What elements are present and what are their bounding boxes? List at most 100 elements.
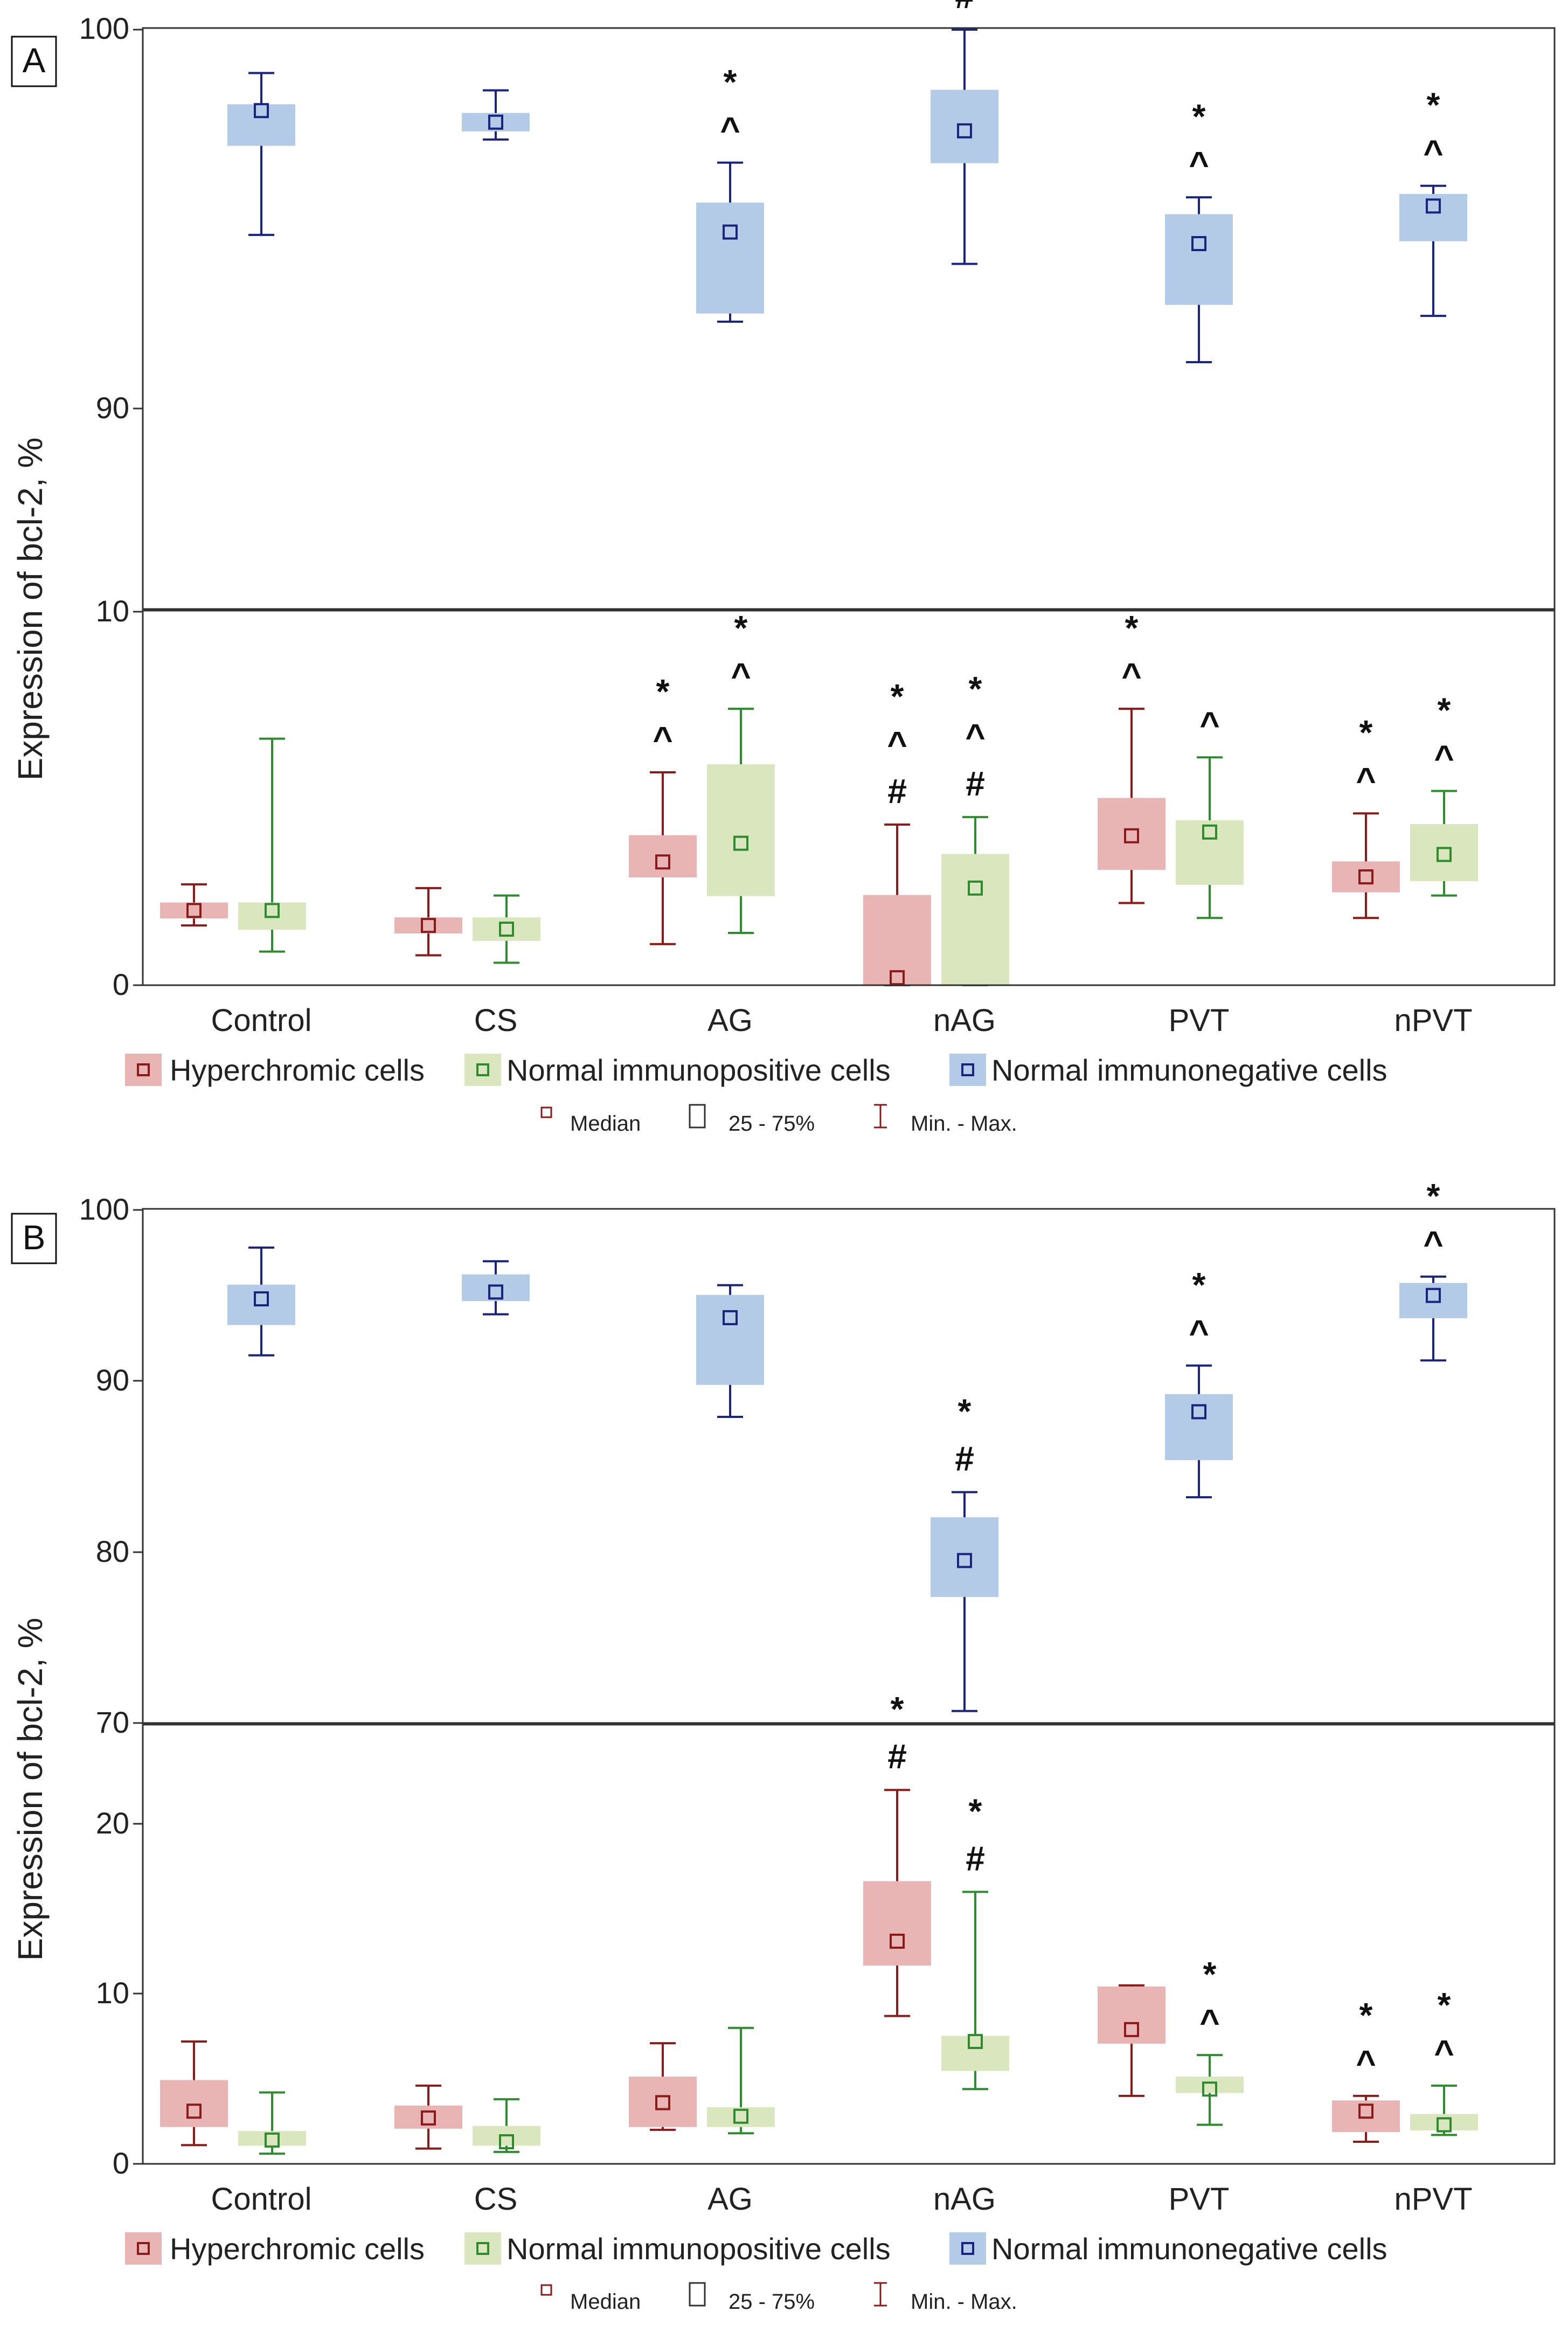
panel-b-hyper-control-median xyxy=(186,2103,202,2119)
panel-a-hyper-pvt-median xyxy=(1124,828,1139,843)
panel-a-pos-control-median xyxy=(265,903,280,918)
panel-b-legend-pos-swatch xyxy=(464,2232,501,2265)
panel-a-category-cs: CS xyxy=(474,1003,518,1038)
panel-b-hyper-npvt-annotation-star: * xyxy=(1359,1996,1373,2035)
panel-a-legend-neg-marker xyxy=(961,1063,974,1076)
panel-a-hyper-ag-median xyxy=(655,854,670,870)
panel-a-pos-ag-annotation-star: * xyxy=(734,608,748,647)
panel-a-pos-nag-annotation-star: * xyxy=(969,669,982,708)
panel-a-tick-100: 100 xyxy=(79,11,129,45)
panel-a-neg-nag-median xyxy=(957,123,972,139)
panel-a-stat-median-icon xyxy=(540,1106,552,1118)
panel-b-legend-pos-label: Normal immunopositive cells xyxy=(507,2232,891,2266)
panel-b-neg-control-box xyxy=(227,1284,295,1325)
panel-b: B Expression of bcl-2, % # * ^ * # * ^ * ^ * # * ^ * ^… xyxy=(11,1177,1556,2314)
panel-b-hyper-npvt-annotation-caret: ^ xyxy=(1356,2043,1376,2082)
panel-b-hyper-npvt-box xyxy=(1332,2100,1400,2133)
panel-a-plot-area: ^ * # ^ * ^ * ^ * ^ * # ^ * ^ ^ * ^ * # ^ * ^ * xyxy=(160,0,1478,986)
panel-a-category-pvt: PVT xyxy=(1169,1003,1230,1038)
panel-b-category-nag: nAG xyxy=(933,2182,996,2217)
panel-a-category-ag: AG xyxy=(707,1003,753,1038)
panel-b-pos-pvt-box xyxy=(1176,2077,1244,2093)
panel-b-tick-10: 10 xyxy=(96,1976,129,2010)
panel-b-hyper-ag-box xyxy=(629,2077,697,2127)
panel-b-y-axis-label: Expression of bcl-2, % xyxy=(11,1618,50,1961)
panel-b-stat-range-icon xyxy=(874,2282,887,2307)
panel-a-letter-box xyxy=(11,36,57,87)
panel-a-stat-iqr-label: 25 - 75% xyxy=(729,1112,815,1136)
panel-a-lower-frame xyxy=(142,610,1556,986)
panel-b-legend-neg-swatch xyxy=(949,2232,986,2265)
panel-a-tick-10: 10 xyxy=(96,594,129,628)
panel-b-upper-frame xyxy=(142,1208,1556,1724)
panel-a-hyper-pvt-box xyxy=(1098,798,1165,870)
panel-b-stat-range-label: Min. - Max. xyxy=(911,2290,1017,2314)
panel-a-stat-range-icon xyxy=(874,1104,887,1129)
panel-a-hyper-control-median xyxy=(186,903,202,918)
panel-a-stat-median-label: Median xyxy=(570,1112,641,1136)
panel-b-legend: Hyperchromic cells Normal immunopositive… xyxy=(125,2232,1387,2314)
panel-b-letter: B xyxy=(23,1218,46,1257)
panel-b-lower-frame xyxy=(142,1724,1556,2165)
panel-b-pos-npvt-annotation-star: * xyxy=(1438,1985,1451,2024)
panel-b-tick-70: 70 xyxy=(96,1705,129,1739)
panel-b-category-ag: AG xyxy=(707,2182,753,2217)
panel-a-legend: Hyperchromic cells Normal immunopositive… xyxy=(125,1053,1387,1136)
panel-b-tick-80: 80 xyxy=(96,1534,129,1568)
panel-a-neg-pvt-box xyxy=(1165,214,1233,305)
panel-a-legend-pos-marker xyxy=(476,1063,489,1076)
panel-a-hyper-nag-annotation-star: * xyxy=(891,677,904,716)
panel-b-pos-npvt-annotation-caret: ^ xyxy=(1434,2033,1454,2072)
panel-a-legend-pos-label: Normal immunopositive cells xyxy=(507,1053,891,1087)
panel-a-hyper-npvt-median xyxy=(1358,869,1373,885)
panel-b-pos-npvt-median xyxy=(1437,2117,1452,2133)
panel-a-pos-npvt-box xyxy=(1410,824,1478,881)
panel-a: A Expression of bcl-2, % ^*#^*^*^*^*#^*^… xyxy=(11,0,1556,1136)
panel-a-neg-control-median xyxy=(254,103,269,119)
panel-a-hyper-pvt-annotation-caret: ^ xyxy=(1121,656,1141,695)
panel-a-neg-ag-annotation-caret: ^ xyxy=(720,110,740,149)
panel-b-pos-npvt-box xyxy=(1410,2114,1478,2130)
panel-a-neg-ag-box xyxy=(696,202,764,314)
panel-a-hyper-npvt-annotation-star: * xyxy=(1359,713,1373,752)
panel-a-category-control: Control xyxy=(211,1003,312,1038)
panel-a-neg-npvt-annotation-caret: ^ xyxy=(1423,133,1443,172)
panel-a-neg-control-box xyxy=(227,104,295,146)
panel-b-stat-median-icon xyxy=(540,2284,552,2296)
panel-a-neg-nag-annotation-hash: # xyxy=(955,0,974,16)
panel-a-legend-hyper-label: Hyperchromic cells xyxy=(170,1053,425,1087)
panel-b-neg-npvt-annotation-caret: ^ xyxy=(1423,1224,1443,1263)
panel-a-stat-range-label: Min. - Max. xyxy=(911,1112,1017,1136)
panel-a-upper-frame xyxy=(142,27,1556,610)
panel-a-pos-ag-annotation-caret: ^ xyxy=(731,656,751,695)
panel-a-neg-pvt-median xyxy=(1191,236,1206,252)
panel-a-hyper-cs-median xyxy=(421,918,436,933)
panel-b-neg-control-median xyxy=(254,1291,269,1307)
panel-a-category-npvt: nPVT xyxy=(1394,1003,1472,1038)
panel-a-letter: A xyxy=(23,41,46,80)
panel-a-stat-iqr-icon xyxy=(689,1104,706,1129)
panel-a-neg-nag-box xyxy=(931,89,998,163)
panel-a-pos-npvt-annotation-star: * xyxy=(1438,691,1451,730)
panel-a-pos-cs-box xyxy=(473,917,540,941)
panel-b-stat-iqr-label: 25 - 75% xyxy=(729,2290,815,2314)
panel-a-hyper-pvt-annotation-star: * xyxy=(1125,608,1139,647)
panel-b-neg-nag-median xyxy=(957,1553,972,1568)
panel-b-hyper-cs-median xyxy=(421,2110,436,2126)
panel-a-hyper-nag-annotation-hash: # xyxy=(887,772,907,811)
panel-a-neg-npvt-median xyxy=(1426,198,1441,214)
panel-b-neg-nag-box xyxy=(931,1517,998,1597)
panel-b-hyper-ag-median xyxy=(655,2095,670,2111)
panel-b-hyper-nag-box xyxy=(863,1881,931,1966)
panel-b-legend-hyper-marker xyxy=(137,2242,150,2255)
panel-b-legend-pos-marker xyxy=(476,2242,489,2255)
panel-a-hyper-nag-annotation-caret: ^ xyxy=(887,724,907,763)
panel-b-pos-pvt-annotation-star: * xyxy=(1203,1955,1217,1994)
panel-a-legend-pos-swatch xyxy=(464,1054,501,1086)
panel-b-category-npvt: nPVT xyxy=(1394,2182,1472,2217)
panel-a-neg-npvt-annotation-star: * xyxy=(1427,86,1440,124)
panel-b-neg-pvt-median xyxy=(1191,1404,1206,1420)
panel-a-pos-pvt-annotation-caret: ^ xyxy=(1199,704,1219,743)
panel-b-neg-npvt-median xyxy=(1426,1288,1441,1303)
